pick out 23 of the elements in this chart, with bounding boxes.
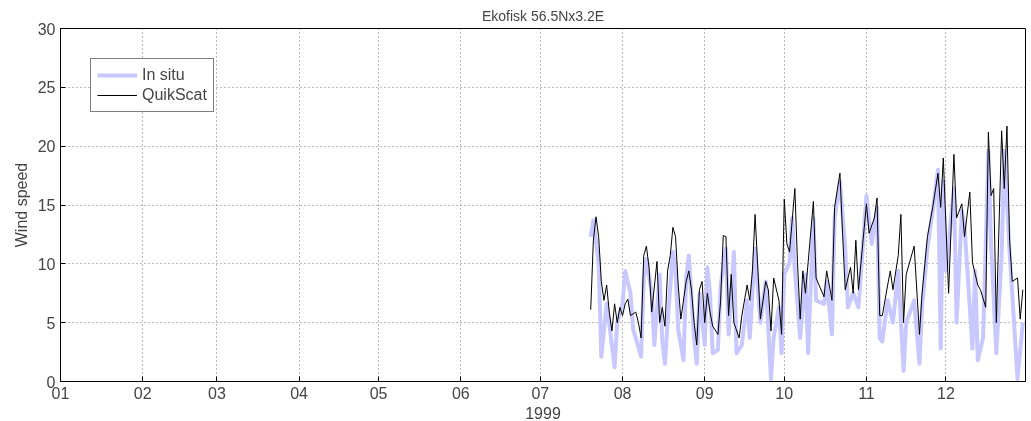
x-tick-label: 12 xyxy=(937,384,955,402)
x-tick-label: 10 xyxy=(775,384,794,402)
y-tick-label: 25 xyxy=(37,79,56,97)
x-tick-label: 05 xyxy=(369,384,388,402)
x-tick-label: 08 xyxy=(613,384,632,402)
x-tick-label: 11 xyxy=(858,384,875,402)
x-tick-label: 09 xyxy=(695,384,714,402)
x-axis-title: 1999 xyxy=(525,404,561,421)
x-tick-label: 02 xyxy=(133,384,152,402)
y-tick-label: 5 xyxy=(46,314,56,332)
x-tick-label: 07 xyxy=(531,384,550,402)
x-tick-label: 03 xyxy=(208,384,226,402)
y-tick-label: 10 xyxy=(37,255,56,273)
x-tick-label: 04 xyxy=(290,384,309,402)
legend-label: In situ xyxy=(142,66,185,84)
y-tick-label: 30 xyxy=(37,20,56,38)
y-axis-title: Wind speed xyxy=(12,162,30,248)
line-series xyxy=(590,125,1024,346)
x-tick-label: 06 xyxy=(451,384,470,402)
chart-title: Ekofisk 56.5Nx3.2E xyxy=(481,7,605,24)
y-tick-label: 20 xyxy=(37,138,56,156)
legend-label: QuikScat xyxy=(142,86,207,104)
y-tick-label: 15 xyxy=(37,197,56,214)
